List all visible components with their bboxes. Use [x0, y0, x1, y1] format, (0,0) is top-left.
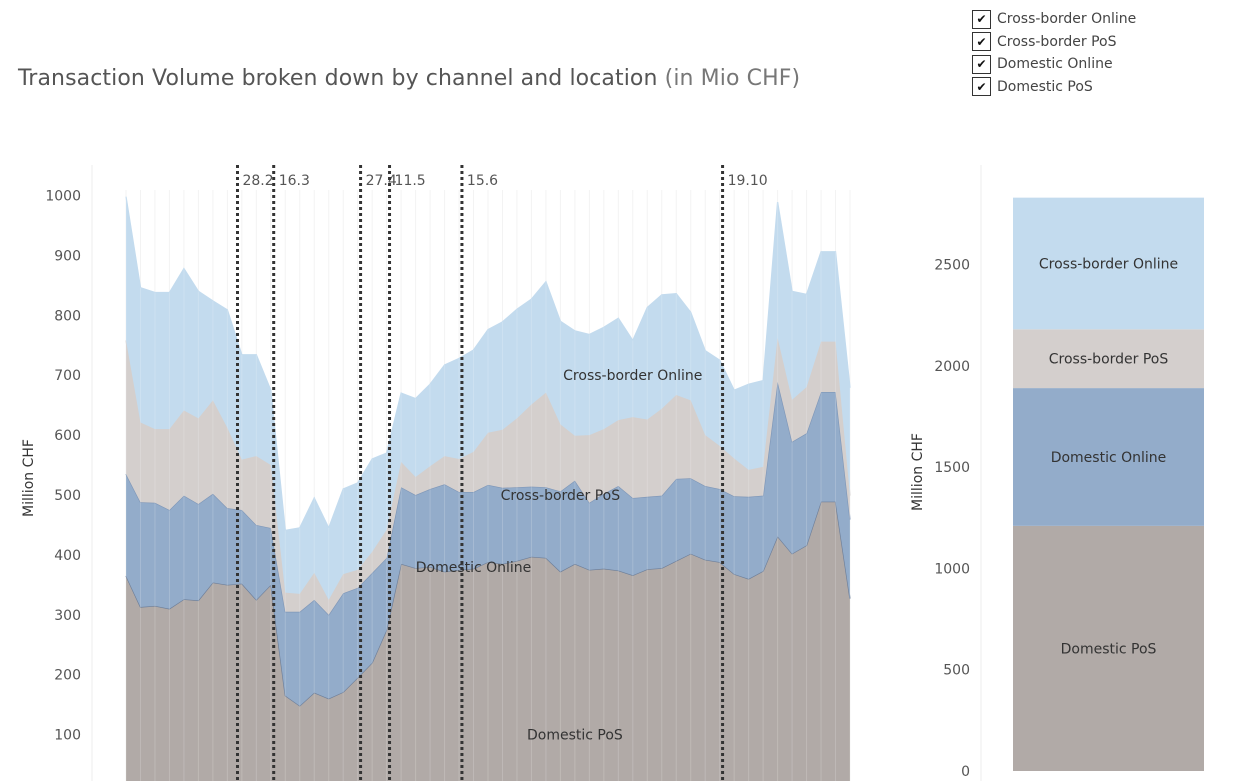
event-marker-label: 16.3 — [279, 173, 310, 189]
bar-segment-cross-border-online[interactable] — [1013, 197, 1204, 330]
bar-segment-label: Domestic Online — [1051, 450, 1167, 466]
chart-title-main: Transaction Volume broken down by channe… — [18, 66, 658, 91]
legend-label: Domestic Online — [997, 56, 1113, 73]
area-label-domestic-pos: Domestic PoS — [527, 728, 623, 744]
y-tick-label: 300 — [54, 608, 81, 624]
event-marker-label: 27.4 — [366, 173, 397, 189]
y-tick-label: 200 — [54, 668, 81, 684]
area-cross-border-online[interactable] — [126, 196, 850, 600]
y-tick-label: 500 — [54, 488, 81, 504]
area-label-cross-border-pos: Cross-border PoS — [501, 488, 621, 504]
y-tick-label: 100 — [54, 728, 81, 744]
y-tick-label: 500 — [943, 663, 970, 679]
legend-item-domestic-pos[interactable]: ✔ Domestic PoS — [972, 76, 1136, 99]
y-tick-label: 700 — [54, 368, 81, 384]
area-label-domestic-online: Domestic Online — [416, 560, 532, 576]
y-tick-label: 1500 — [934, 460, 970, 476]
y-tick-label: 0 — [961, 764, 970, 780]
checkbox[interactable]: ✔ — [972, 54, 991, 74]
checkbox[interactable]: ✔ — [972, 77, 991, 97]
y-tick-label: 2500 — [934, 258, 970, 274]
legend-item-domestic-online[interactable]: ✔ Domestic Online — [972, 53, 1136, 76]
y-tick-label: 1000 — [934, 561, 970, 577]
area-cross-border-pos[interactable] — [126, 338, 850, 615]
area-chart: 01002003004005006007008009001000Million … — [21, 165, 851, 781]
bar-segment-label: Cross-border PoS — [1049, 352, 1169, 368]
bar-segment-label: Domestic PoS — [1061, 641, 1157, 657]
y-tick-label: 900 — [54, 248, 81, 264]
event-marker-label: 11.5 — [395, 173, 426, 189]
y-tick-label: 2000 — [934, 359, 970, 375]
event-marker-label: 28.2 — [242, 173, 273, 189]
y-axis-title: Million CHF — [21, 439, 37, 517]
bar-segment-label: Cross-border Online — [1039, 256, 1178, 272]
checkbox[interactable]: ✔ — [972, 32, 991, 52]
bar-segment-domestic-pos[interactable] — [1013, 525, 1204, 771]
area-domestic-online[interactable] — [126, 381, 850, 706]
y-tick-label: 400 — [54, 548, 81, 564]
stacked-bar-chart: 0 500 1000 1500 2000 2500 Million CHF Domestic … — [910, 165, 1204, 781]
legend-label: Cross-border Online — [997, 11, 1137, 28]
legend-item-cross-border-pos[interactable]: ✔ Cross-border PoS — [972, 31, 1136, 54]
legend-item-cross-border-online[interactable]: ✔ Cross-border Online — [972, 8, 1136, 31]
y-tick-label: 800 — [54, 308, 81, 324]
bar-segment-cross-border-pos[interactable] — [1013, 329, 1204, 389]
chart-title: Transaction Volume broken down by channe… — [18, 66, 800, 91]
event-marker-label: 19.10 — [728, 173, 768, 189]
area-edge-cross-border-online — [125, 196, 851, 532]
chart-title-unit: (in Mio CHF) — [664, 66, 801, 91]
y-tick-label: 1000 — [45, 189, 81, 205]
y-tick-label: 600 — [54, 428, 81, 444]
legend-label: Cross-border PoS — [997, 33, 1117, 50]
bar-segment-domestic-online[interactable] — [1013, 388, 1204, 526]
checkbox[interactable]: ✔ — [972, 9, 991, 29]
event-marker-label: 15.6 — [467, 173, 498, 189]
y-axis-title: Million CHF — [910, 433, 926, 511]
area-domestic-pos[interactable] — [126, 501, 850, 781]
series-filter-legend: ✔ Cross-border Online ✔ Cross-border PoS… — [972, 8, 1136, 98]
area-label-cross-border-online: Cross-border Online — [563, 368, 702, 384]
legend-label: Domestic PoS — [997, 78, 1093, 95]
